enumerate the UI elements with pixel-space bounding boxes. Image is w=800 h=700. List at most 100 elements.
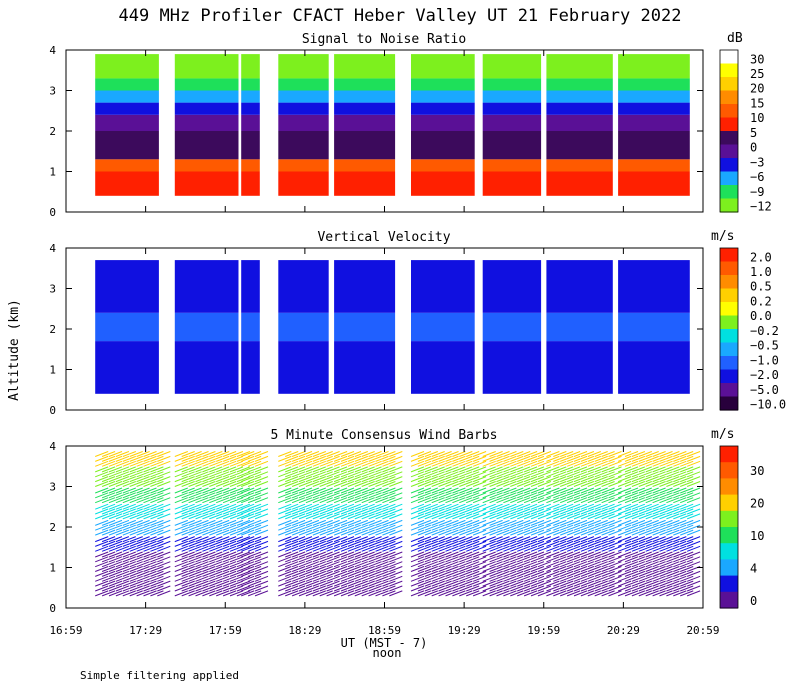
wind-barb [459,497,473,504]
wind-barb [482,519,496,526]
wind-barb [537,487,552,494]
wind-barb [617,570,632,577]
wind-barb [108,513,123,520]
wind-barb [489,551,503,558]
wind-barb [659,561,673,568]
wind-barb [410,497,425,504]
wind-barb [566,561,581,568]
wind-barb [340,590,355,597]
wind-barb [95,590,109,597]
wind-barb [624,455,639,462]
wind-barb [537,497,552,504]
wind-barb [241,476,255,483]
heatmap-cell [278,260,329,313]
wind-barb [666,566,680,572]
wind-barb [340,451,355,457]
wind-barb [305,556,320,563]
heatmap-cell [174,260,239,313]
wind-barb [361,524,375,531]
heatmap-cell [174,312,239,342]
heatmap-cell [618,131,690,160]
wind-barb [666,570,680,577]
wind-barb [503,460,517,467]
wind-barb [368,508,382,515]
wind-barb [472,476,487,483]
wind-barb [523,451,538,457]
wind-barb [389,481,403,487]
wind-barb [410,508,425,515]
wind-barb [195,481,209,487]
wind-barb [181,481,195,487]
wind-barb [503,545,517,552]
wind-barb [222,540,237,547]
wind-barb [673,513,687,520]
wind-barb [236,556,251,563]
wind-barb [108,451,123,457]
wind-barb [573,497,588,504]
wind-barb [95,580,109,587]
colorbar-frame [719,247,739,411]
wind-barb [129,529,143,536]
wind-barb [202,540,216,547]
wind-barb [247,566,262,572]
wind-barb [472,575,487,582]
wind-barb [115,580,130,587]
wind-barb [95,551,109,558]
wind-barb [645,529,659,536]
wind-barb [340,529,355,536]
wind-barb [150,519,164,526]
wind-barb [319,471,333,478]
wind-barb [361,540,375,547]
wind-barb [482,451,496,457]
wind-barb [517,551,531,558]
wind-barb [638,575,652,582]
wind-barb [652,476,666,483]
wind-barb [236,460,251,467]
wind-barb [624,487,639,494]
wind-barb [254,551,269,558]
wind-barb [466,471,480,478]
heatmap-cell [174,102,239,115]
wind-barb [510,580,524,587]
wind-barb [673,460,687,467]
wind-barb [222,545,237,552]
wind-barb [122,455,136,462]
wind-barb [438,524,452,531]
heatmap-cell [618,90,690,103]
wind-barb [108,455,123,462]
wind-barb [157,487,171,494]
wind-barb [136,575,150,582]
wind-barb [530,481,545,487]
wind-barb [482,503,496,510]
wind-barb [659,575,673,582]
wind-barb [375,471,389,478]
wind-barb [361,585,375,592]
wind-barb [424,590,438,597]
wind-barb [150,585,164,592]
wind-barb [431,508,445,515]
wind-barb [680,590,694,597]
wind-barb [553,585,567,592]
wind-barb [229,519,244,526]
wind-barb [312,466,326,473]
wind-barb [347,585,362,592]
y-tick-label: 3 [49,85,56,98]
wind-barb [546,513,560,520]
wind-barb [143,545,157,552]
wind-barb [143,524,157,531]
y-tick-label: 2 [49,323,56,336]
wind-barb [686,466,701,473]
wind-barb [181,570,195,577]
wind-barb [375,460,389,467]
wind-barb [438,561,452,568]
wind-barb [347,551,362,558]
wind-barb [482,476,496,483]
wind-barb [216,529,230,536]
wind-barb [666,460,680,467]
wind-barb [319,519,333,526]
wind-barb [617,536,632,543]
wind-barb [466,524,480,531]
wind-barb [517,451,531,457]
wind-barb [431,561,445,568]
wind-barb [680,460,694,467]
